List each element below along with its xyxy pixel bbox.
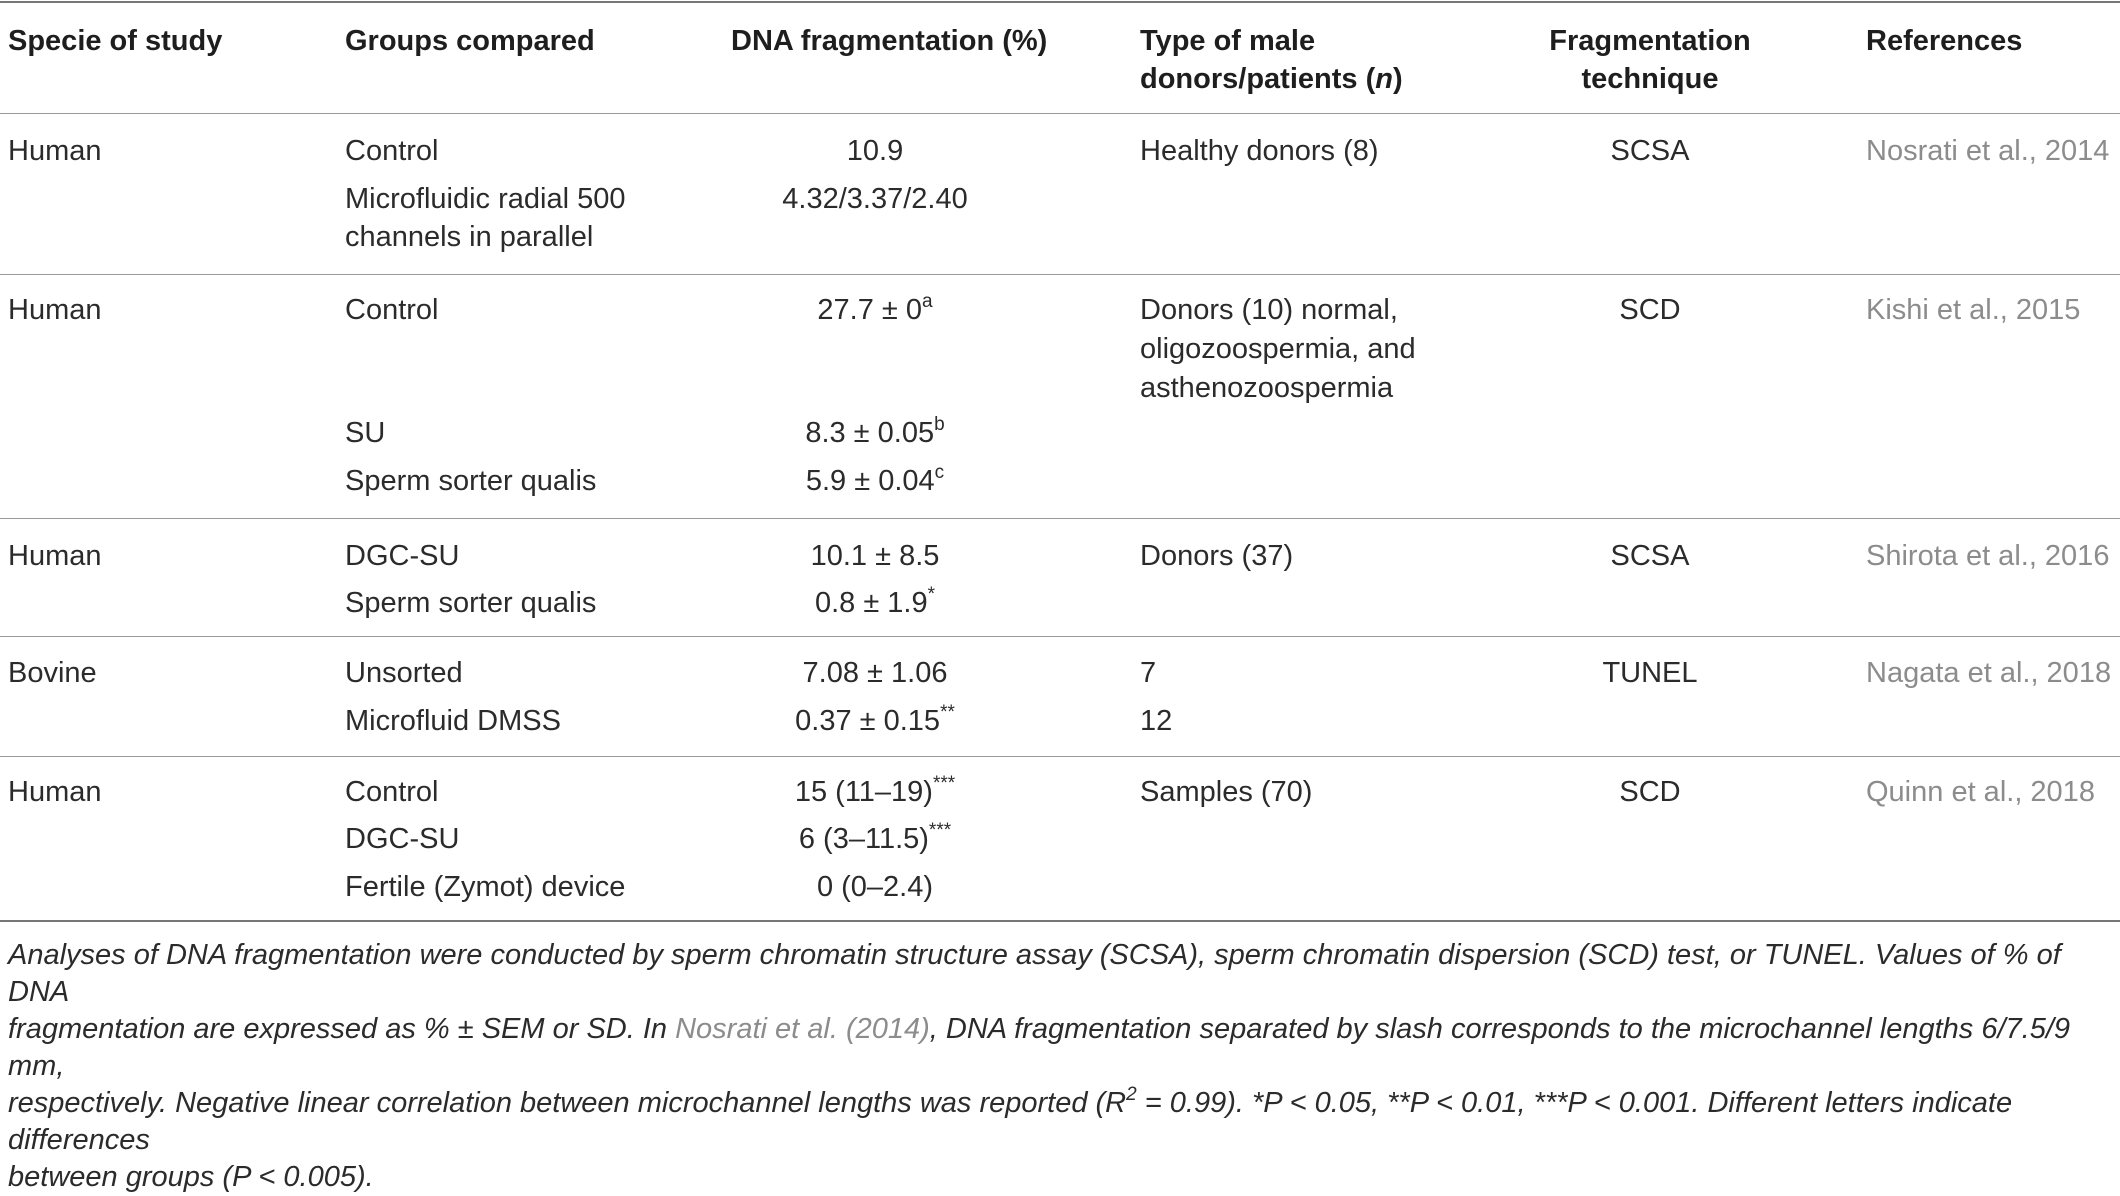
row5-group-3: Fertile (Zymot) device (345, 871, 626, 903)
row2-donors-2: oligozoospermia, and (1140, 333, 1416, 365)
row3-group-2: Sperm sorter qualis (345, 587, 597, 619)
row4-technique: TUNEL (1602, 657, 1698, 689)
row4-species: Bovine (8, 657, 97, 689)
row3-species: Human (8, 540, 102, 572)
row2-species: Human (8, 294, 102, 326)
row1-technique: SCSA (1610, 135, 1690, 167)
row5-technique: SCD (1619, 776, 1681, 808)
row4-group-1: Unsorted (345, 657, 463, 689)
table-top-rule (0, 1, 2120, 3)
row5-group-2: DGC-SU (345, 823, 460, 855)
row5-dna-3: 0 (0–2.4) (816, 871, 934, 903)
row2-reference-link[interactable]: Kishi et al., 2015 (1866, 294, 2081, 326)
footnote-line-2: fragmentation are expressed as % ± SEM o… (8, 1013, 2071, 1082)
table-footnote: Analyses of DNA fragmentation were condu… (8, 937, 2108, 1196)
row-rule (0, 274, 2120, 275)
row5-reference-link[interactable]: Quinn et al., 2018 (1866, 776, 2095, 808)
row5-dna-1: 15 (11–19)*** (794, 773, 956, 808)
row2-dna-1: 27.7 ± 0a (817, 291, 933, 326)
footnote-citation-link[interactable]: Nosrati et al. (2014) (675, 1013, 930, 1045)
row-rule (0, 756, 2120, 757)
header-dna-fragmentation: DNA fragmentation (%) (731, 25, 1048, 57)
row1-reference-link[interactable]: Nosrati et al., 2014 (1866, 135, 2110, 167)
row5-group-1: Control (345, 776, 439, 808)
row3-reference-link[interactable]: Shirota et al., 2016 (1866, 540, 2110, 572)
header-technique-line2: technique (1581, 63, 1719, 95)
row3-technique: SCSA (1610, 540, 1690, 572)
row1-dna-1: 10.9 (846, 135, 904, 167)
row2-group-2: SU (345, 417, 386, 449)
row3-group-1: DGC-SU (345, 540, 460, 572)
header-references: References (1866, 25, 2023, 57)
row2-dna-2: 8.3 ± 0.05b (805, 414, 945, 449)
row1-group-2a: Microfluidic radial 500 (345, 183, 626, 215)
header-donors-line1: Type of male (1140, 25, 1316, 57)
footnote-line-3: respectively. Negative linear correlatio… (8, 1084, 2013, 1156)
row3-dna-2: 0.8 ± 1.9* (814, 584, 936, 619)
row4-dna-1: 7.08 ± 1.06 (802, 657, 948, 689)
row1-group-2b: channels in parallel (345, 221, 594, 253)
row3-donors: Donors (37) (1140, 540, 1294, 572)
row2-group-3: Sperm sorter qualis (345, 465, 597, 497)
footnote-line-1: Analyses of DNA fragmentation were condu… (8, 939, 2061, 1008)
row3-dna-1: 10.1 ± 8.5 (810, 540, 940, 572)
row1-donors: Healthy donors (8) (1140, 135, 1379, 167)
row2-technique: SCD (1619, 294, 1681, 326)
row5-species: Human (8, 776, 102, 808)
row4-group-2: Microfluid DMSS (345, 705, 561, 737)
row-rule (0, 636, 2120, 637)
row4-donors-1: 7 (1140, 657, 1157, 689)
row1-species: Human (8, 135, 102, 167)
header-species: Specie of study (8, 25, 223, 57)
table-bottom-rule (0, 920, 2120, 922)
row1-dna-2: 4.32/3.37/2.40 (782, 183, 968, 215)
row4-donors-2: 12 (1140, 705, 1173, 737)
header-groups: Groups compared (345, 25, 595, 57)
row5-dna-2: 6 (3–11.5)*** (798, 820, 952, 855)
header-rule (0, 113, 2120, 114)
header-technique-line1: Fragmentation (1549, 25, 1751, 57)
row4-dna-2: 0.37 ± 0.15** (795, 702, 955, 737)
row2-donors-1: Donors (10) normal, (1140, 294, 1398, 326)
footnote-line-4: between groups (P < 0.005). (8, 1161, 374, 1193)
row4-reference-link[interactable]: Nagata et al., 2018 (1866, 657, 2112, 689)
row2-donors-3: asthenozoospermia (1140, 372, 1394, 404)
row2-group-1: Control (345, 294, 439, 326)
header-donors-line2: donors/patients (n) (1140, 63, 1403, 95)
row2-dna-3: 5.9 ± 0.04c (805, 462, 945, 497)
row-rule (0, 518, 2120, 519)
row1-group-1: Control (345, 135, 439, 167)
row5-donors: Samples (70) (1140, 776, 1313, 808)
